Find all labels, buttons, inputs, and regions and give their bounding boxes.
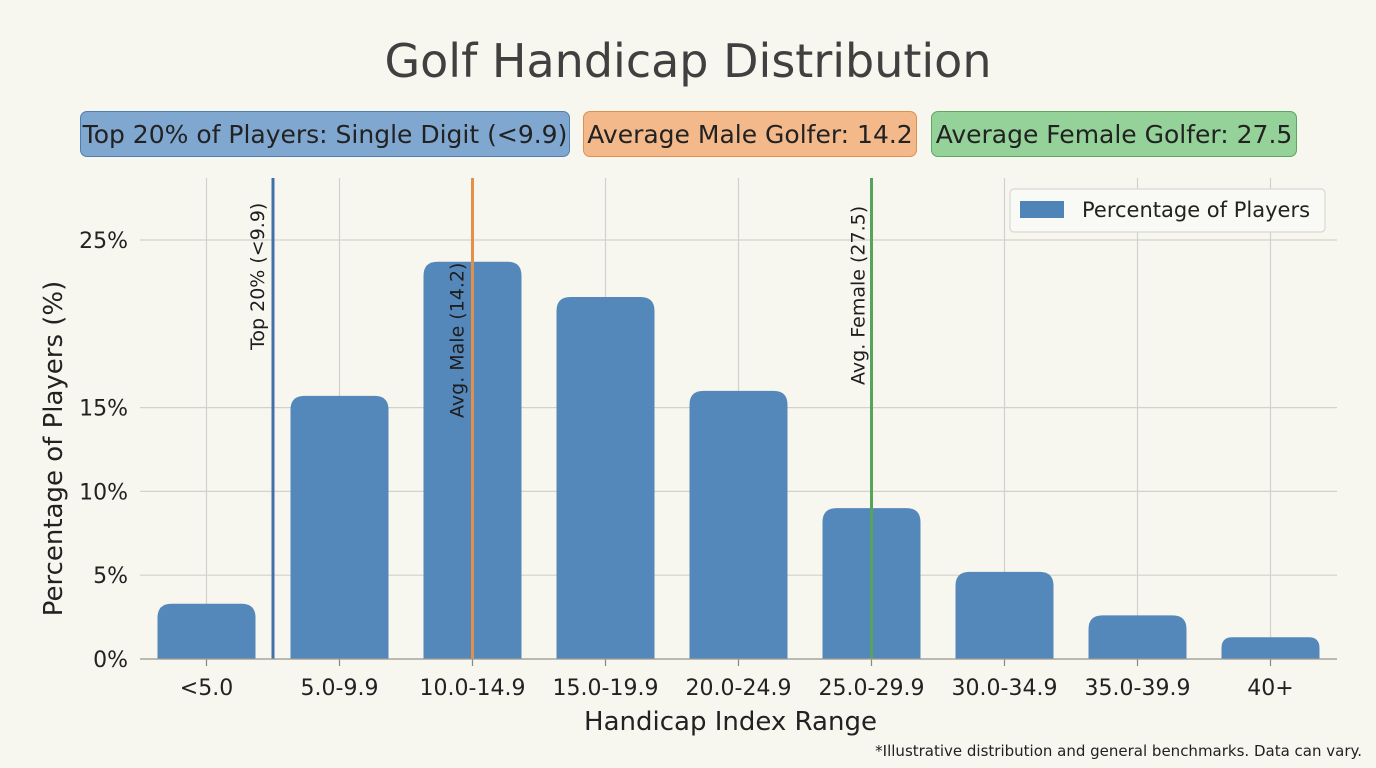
bar <box>290 395 389 659</box>
x-tick-label: 10.0-14.9 <box>420 676 526 701</box>
x-tick-label: 25.0-29.9 <box>819 676 925 701</box>
x-tick-label: 30.0-34.9 <box>952 676 1058 701</box>
y-tick-label: 15% <box>79 397 128 422</box>
x-axis-title: Handicap Index Range <box>584 707 877 737</box>
y-axis-title: Percentage of Players (%) <box>39 281 69 617</box>
average-male-badge: Average Male Golfer: 14.2 <box>583 111 917 157</box>
x-tick-label: 15.0-19.9 <box>553 676 659 701</box>
y-tick-label: 0% <box>93 648 128 673</box>
bar <box>157 603 256 659</box>
average-female-badge: Average Female Golfer: 27.5 <box>931 111 1297 157</box>
y-tick-label: 25% <box>79 229 128 254</box>
bar <box>689 390 788 659</box>
bars <box>157 261 1320 659</box>
x-tick-label: 35.0-39.9 <box>1085 676 1191 701</box>
reference-line-label: Top 20% (<9.9) <box>247 203 269 351</box>
legend: Percentage of Players <box>1009 188 1326 233</box>
bar <box>556 296 655 659</box>
axes: 0% 5% 10% 15% 25% <5.0 5.0-9.9 10.0-14.9 15.0-19… <box>39 229 1337 737</box>
y-tick-label: 10% <box>79 480 128 505</box>
reference-line-label: Avg. Female (27.5) <box>848 206 870 385</box>
bar <box>1221 637 1320 659</box>
chart-title: Golf Handicap Distribution <box>384 34 992 88</box>
x-tick-label: 5.0-9.9 <box>301 676 379 701</box>
legend-box <box>1009 188 1326 233</box>
footnote: *Illustrative distribution and general b… <box>875 742 1362 760</box>
reference-lines: Top 20% (<9.9) Avg. Male (14.2) Avg. Femal… <box>247 178 873 659</box>
legend-swatch <box>1020 201 1064 218</box>
x-tick-label: 20.0-24.9 <box>686 676 792 701</box>
legend-label: Percentage of Players <box>1082 198 1310 222</box>
x-tick-label: 40+ <box>1247 676 1293 701</box>
x-tick-label: <5.0 <box>180 676 233 701</box>
bar <box>955 571 1054 659</box>
reference-line-label: Avg. Male (14.2) <box>447 263 469 418</box>
y-tick-label: 5% <box>93 564 128 589</box>
top-players-badge: Top 20% of Players: Single Digit (<9.9) <box>80 111 570 157</box>
bar <box>1088 615 1187 659</box>
